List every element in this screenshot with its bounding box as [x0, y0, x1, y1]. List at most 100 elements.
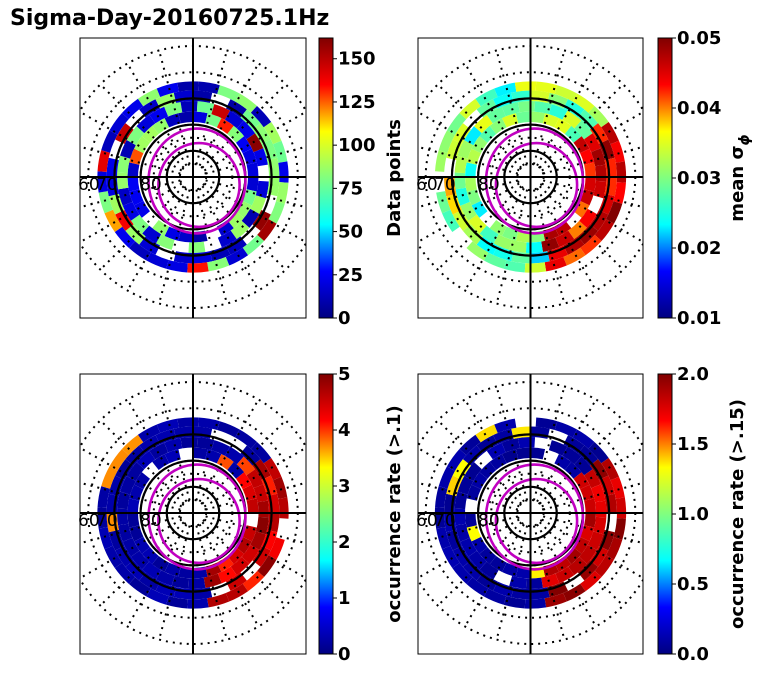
heatmap-bin — [452, 123, 472, 145]
heatmap-bin — [142, 225, 162, 244]
heatmap-bin — [236, 200, 253, 218]
heatmap-bin — [541, 573, 560, 588]
heatmap-bin — [486, 106, 506, 124]
heatmap-bin — [187, 262, 209, 273]
mlt-line-dotted — [80, 145, 181, 175]
heatmap-bin — [479, 461, 497, 479]
heatmap-bin — [246, 469, 264, 489]
heatmap-bin — [139, 99, 161, 118]
lat-ring-label: 70 — [434, 511, 456, 531]
heatmap-bin — [564, 547, 582, 565]
lat-ring-label: 60 — [416, 511, 438, 531]
heatmap-bin — [554, 220, 572, 237]
mlt-line-dotted — [541, 518, 643, 580]
heatmap-bin — [230, 556, 250, 576]
colorbar-tick-label: 0.04 — [677, 98, 721, 119]
heatmap-bin — [595, 500, 607, 518]
heatmap-bin — [562, 110, 582, 129]
heatmap-bin — [580, 570, 602, 592]
heatmap-bin — [127, 498, 140, 513]
heatmap-bin — [468, 214, 487, 234]
colorbar-tick-label: 0.01 — [677, 308, 721, 329]
heatmap-bin — [515, 447, 531, 460]
lat-ring-label: 80 — [478, 511, 500, 531]
heatmap-bin — [235, 93, 258, 113]
mlt-line-dotted — [541, 110, 643, 172]
mlt-line-dotted — [418, 515, 519, 545]
mlt-line-dotted — [203, 518, 306, 580]
mlt-line-dotted — [418, 179, 519, 209]
heatmap-bin — [452, 209, 472, 231]
heatmap-bin — [601, 457, 619, 481]
heatmap-bin — [454, 172, 466, 190]
heatmap-bin — [501, 438, 520, 453]
heatmap-bin — [142, 561, 162, 580]
colorbar-tick-label: 1.0 — [677, 504, 709, 525]
mlt-line-dotted — [195, 525, 228, 640]
heatmap-bin — [442, 545, 460, 569]
heatmap-bin — [489, 556, 507, 573]
auroral-oval-poleward — [147, 127, 247, 235]
heatmap-bin — [464, 126, 482, 146]
heatmap-bin — [216, 117, 234, 134]
heatmap-bin — [224, 110, 244, 129]
mlt-line-dotted — [418, 182, 520, 244]
heatmap-bin — [115, 545, 134, 567]
heatmap-bin — [579, 208, 597, 228]
heatmap-bin — [216, 220, 234, 237]
heatmap-bin — [198, 417, 220, 431]
mlt-line-dotted — [205, 515, 306, 545]
heatmap-bin — [273, 140, 288, 163]
heatmap-bin — [240, 109, 261, 130]
heatmap-bin — [252, 545, 271, 567]
mlt-line-dotted — [80, 110, 183, 172]
heatmap-bin — [594, 219, 615, 242]
heatmap-bin — [534, 101, 552, 115]
lat-ring-label: 60 — [416, 175, 438, 195]
heatmap-bin — [514, 81, 537, 92]
heatmap-bin — [588, 441, 609, 464]
heatmap-bin — [246, 498, 259, 513]
colorbar-tick-label: 0.03 — [677, 168, 721, 189]
heatmap-bin — [235, 429, 258, 449]
lat-ring-label: 70 — [96, 511, 118, 531]
heatmap-bin — [465, 513, 477, 528]
colorbar-tick-label: 150 — [338, 49, 376, 70]
mlt-line-dotted — [205, 481, 306, 511]
heatmap-bin — [227, 125, 245, 143]
heatmap-bin — [236, 536, 253, 554]
heatmap-bin — [250, 531, 266, 551]
heatmap-bin — [568, 556, 587, 576]
heatmap-bin — [217, 421, 240, 438]
colorbar-tick-label: 0.0 — [677, 644, 709, 665]
heatmap-bin — [224, 446, 244, 465]
heatmap-bin — [242, 570, 265, 592]
heatmap-bin — [252, 459, 271, 481]
heatmap-bin — [479, 125, 497, 143]
heatmap-bin — [257, 219, 277, 242]
mlt-line-dotted — [532, 525, 566, 640]
mlt-line-dotted — [464, 399, 525, 503]
heatmap-bin — [587, 531, 604, 551]
heatmap-bin — [236, 136, 253, 154]
mlt-line-dotted — [464, 63, 525, 167]
heatmap-bin — [242, 234, 265, 256]
heatmap-bin — [459, 434, 481, 456]
colorbar-tick-label: 4 — [338, 420, 351, 441]
mlt-line-dotted — [536, 63, 597, 167]
mlt-line-dotted — [539, 185, 624, 271]
colorbar-label: occurrence rate (>.1) — [384, 405, 405, 622]
mlt-line-dotted — [158, 386, 191, 501]
heatmap-bin — [115, 459, 134, 481]
heatmap-bin — [252, 123, 271, 145]
mlt-line-dotted — [80, 515, 181, 545]
heatmap-bin — [125, 445, 146, 466]
mlt-line-dotted — [532, 386, 566, 501]
heatmap-bin — [610, 140, 625, 163]
mlt-line-dotted — [80, 179, 181, 209]
mlt-line-dotted — [158, 189, 191, 304]
heatmap-bin — [462, 224, 484, 245]
heatmap-bin — [606, 537, 623, 560]
